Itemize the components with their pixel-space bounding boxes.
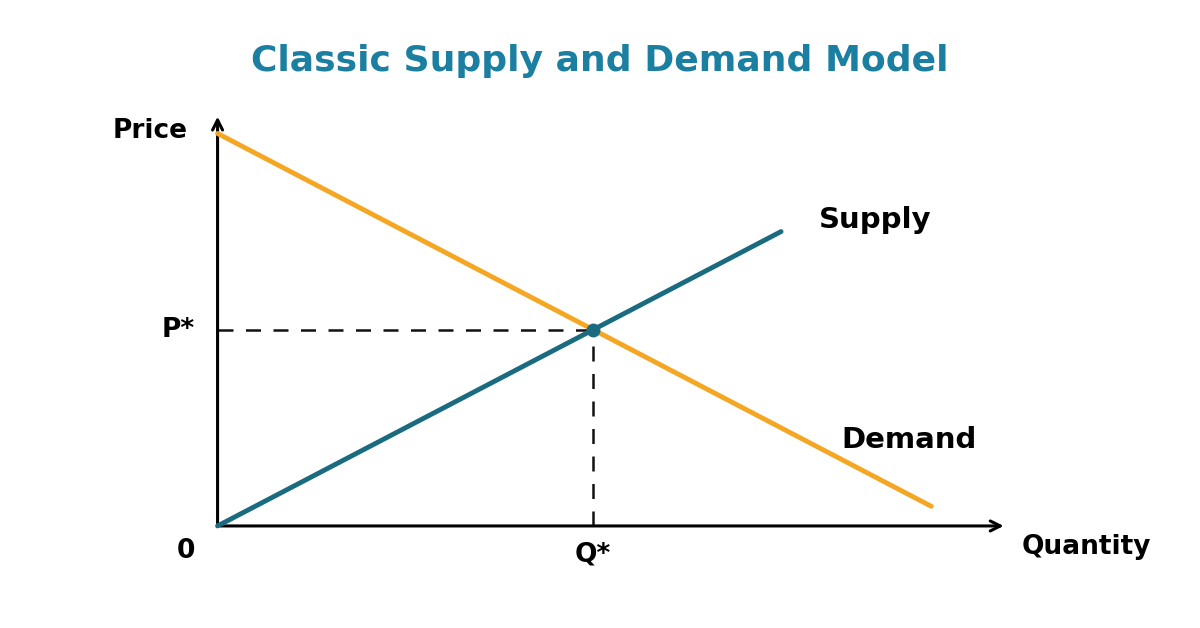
- Text: Supply: Supply: [818, 206, 931, 234]
- Text: 0: 0: [176, 538, 196, 564]
- Text: Classic Supply and Demand Model: Classic Supply and Demand Model: [251, 44, 949, 78]
- Text: P*: P*: [162, 317, 196, 343]
- Text: Q*: Q*: [575, 541, 611, 568]
- Text: Price: Price: [113, 118, 187, 144]
- Text: Demand: Demand: [841, 426, 977, 453]
- Text: Quantity: Quantity: [1021, 534, 1151, 560]
